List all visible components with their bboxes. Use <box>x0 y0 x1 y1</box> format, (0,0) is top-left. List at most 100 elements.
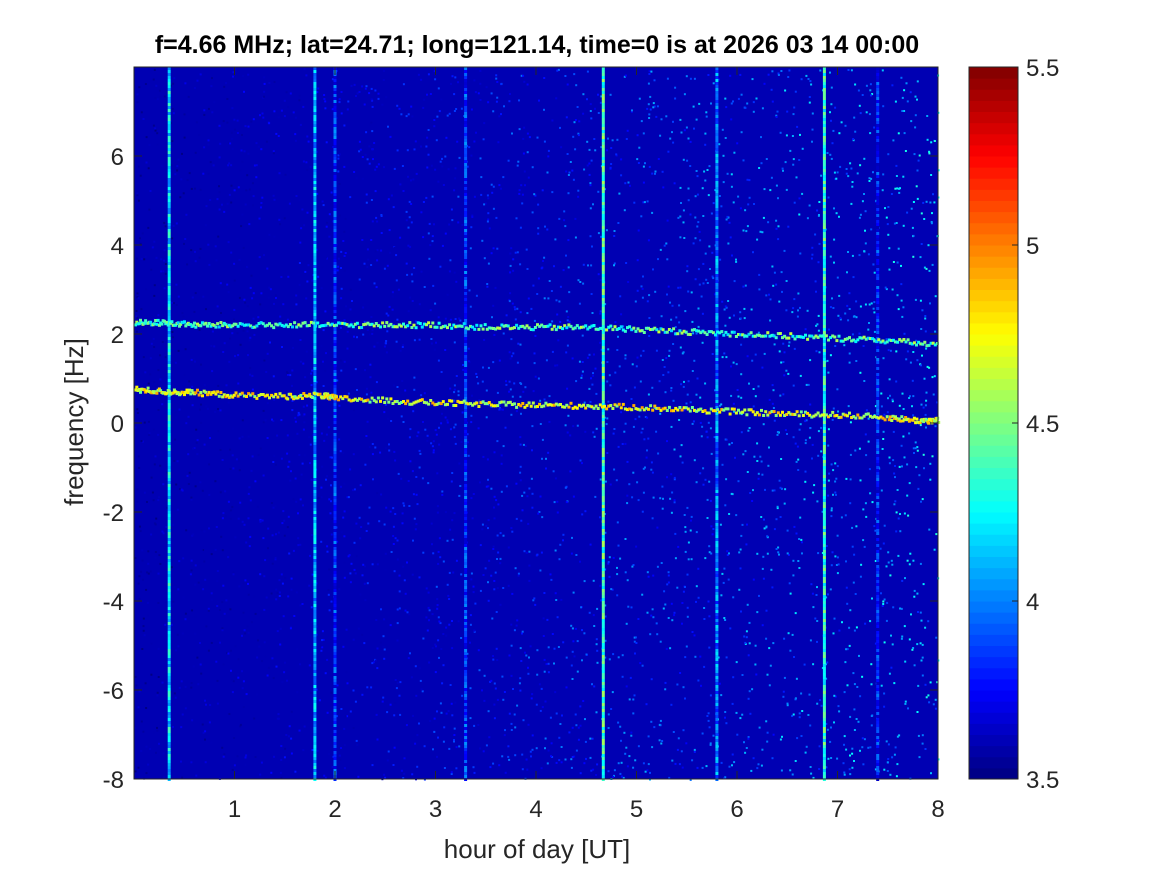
noise-speckle <box>501 408 504 411</box>
noise-speckle <box>244 632 247 635</box>
noise-speckle <box>451 519 454 522</box>
noise-speckle <box>497 551 500 554</box>
noise-speckle <box>761 748 764 751</box>
noise-speckle <box>192 533 195 536</box>
noise-speckle <box>885 338 888 341</box>
noise-speckle <box>375 713 378 716</box>
noise-speckle <box>218 191 221 194</box>
noise-speckle <box>679 215 682 218</box>
noise-speckle <box>667 617 670 619</box>
noise-speckle <box>679 346 682 349</box>
noise-speckle <box>708 551 711 554</box>
noise-speckle <box>258 217 261 220</box>
noise-speckle <box>883 413 886 416</box>
noise-speckle <box>559 543 562 546</box>
noise-speckle <box>469 717 472 720</box>
noise-speckle <box>227 241 230 244</box>
noise-speckle <box>516 619 519 622</box>
noise-speckle <box>881 69 884 72</box>
noise-speckle <box>870 228 873 231</box>
noise-speckle <box>495 647 498 650</box>
noise-speckle <box>758 273 761 276</box>
noise-speckle <box>854 130 857 133</box>
stripe-cell <box>333 451 337 454</box>
noise-speckle <box>725 356 728 359</box>
noise-speckle <box>928 269 931 272</box>
noise-speckle <box>284 661 286 664</box>
noise-speckle <box>253 333 256 336</box>
noise-speckle <box>366 582 369 585</box>
noise-speckle <box>570 624 573 627</box>
noise-speckle <box>637 499 640 502</box>
noise-speckle <box>888 672 891 675</box>
noise-speckle <box>861 675 864 678</box>
noise-speckle <box>153 463 156 466</box>
noise-speckle <box>698 283 701 286</box>
noise-speckle <box>623 209 626 212</box>
noise-speckle <box>635 545 638 548</box>
stripe-cell <box>313 205 317 208</box>
noise-speckle <box>339 326 342 329</box>
stripe-cell <box>167 184 171 187</box>
noise-speckle <box>674 86 677 89</box>
noise-speckle <box>547 749 550 752</box>
stripe-cell <box>167 136 171 139</box>
noise-speckle <box>441 244 444 247</box>
noise-speckle <box>397 472 400 475</box>
noise-speckle <box>217 235 220 238</box>
noise-speckle <box>699 239 702 242</box>
noise-speckle <box>421 477 424 480</box>
noise-speckle <box>523 550 526 553</box>
stripe-cell <box>333 469 337 472</box>
stripe-cell <box>167 592 171 595</box>
noise-speckle <box>923 467 925 470</box>
noise-speckle <box>847 69 850 71</box>
noise-speckle <box>173 459 176 462</box>
noise-speckle <box>139 237 141 240</box>
noise-speckle <box>752 251 754 254</box>
stripe-cell <box>333 718 337 721</box>
stripe-cell <box>167 562 171 565</box>
noise-speckle <box>164 623 167 626</box>
stripe-cell <box>333 769 337 772</box>
noise-speckle <box>376 563 379 566</box>
noise-speckle <box>239 501 242 504</box>
noise-speckle <box>154 97 157 99</box>
noise-speckle <box>594 367 597 370</box>
noise-speckle <box>270 771 273 774</box>
stripe-cell <box>167 730 171 733</box>
stripe-cell <box>313 661 317 664</box>
noise-speckle <box>749 492 752 494</box>
noise-speckle <box>575 84 578 87</box>
noise-speckle <box>221 549 224 552</box>
noise-speckle <box>666 583 669 586</box>
noise-speckle <box>375 619 378 621</box>
noise-speckle <box>222 351 225 353</box>
stripe-cell <box>167 748 171 751</box>
noise-speckle <box>287 595 290 598</box>
noise-speckle <box>803 498 806 501</box>
stripe-cell <box>333 598 337 601</box>
noise-speckle <box>494 687 497 690</box>
noise-speckle <box>221 627 224 630</box>
noise-speckle <box>721 463 724 466</box>
noise-speckle <box>430 164 433 167</box>
noise-speckle <box>609 93 612 96</box>
noise-speckle <box>685 742 688 745</box>
noise-speckle <box>845 168 848 170</box>
noise-speckle <box>274 463 277 466</box>
noise-speckle <box>375 286 378 289</box>
stripe-cell <box>333 88 337 91</box>
noise-speckle <box>184 685 187 688</box>
stripe-cell <box>313 214 317 217</box>
noise-speckle <box>649 771 651 774</box>
noise-speckle <box>541 266 544 269</box>
noise-speckle <box>499 562 502 565</box>
noise-speckle <box>553 501 556 504</box>
stripe-cell <box>333 478 337 481</box>
noise-speckle <box>670 387 673 389</box>
stripe-cell <box>464 289 468 292</box>
noise-speckle <box>550 742 553 745</box>
noise-speckle <box>395 254 398 257</box>
noise-speckle <box>910 613 912 616</box>
